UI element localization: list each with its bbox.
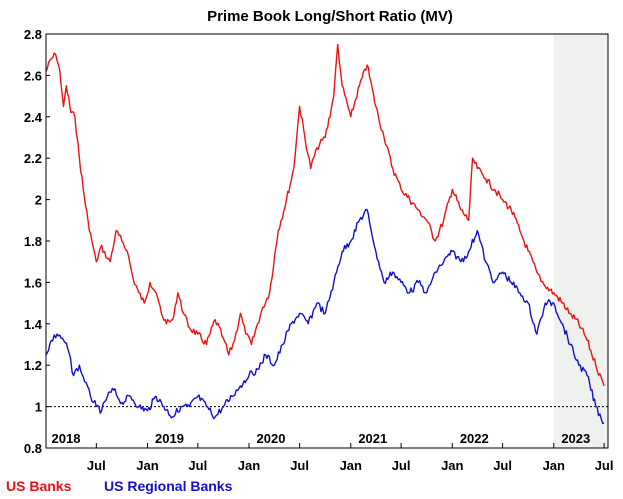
x-tick-label: Jul [595, 458, 614, 473]
chart-title: Prime Book Long/Short Ratio (MV) [207, 8, 453, 25]
y-tick-label: 2.6 [24, 68, 42, 83]
legend-entry-us-banks: US Banks [6, 478, 72, 494]
x-tick-label: Jan [441, 458, 463, 473]
x-tick-label: Jan [238, 458, 260, 473]
y-tick-label: 1.4 [24, 317, 43, 332]
y-tick-label: 1.6 [24, 275, 42, 290]
x-tick-label: Jul [290, 458, 309, 473]
shaded-region [553, 34, 608, 448]
y-tick-label: 2.4 [24, 110, 43, 125]
plot-area [45, 34, 608, 448]
year-label: 2023 [561, 431, 590, 446]
x-tick-label: Jan [543, 458, 565, 473]
y-tick-label: 2.2 [24, 151, 42, 166]
y-tick-label: 1.8 [24, 234, 42, 249]
x-tick-label: Jan [136, 458, 158, 473]
y-tick-label: 0.8 [24, 441, 42, 456]
y-tick-label: 1 [35, 400, 42, 415]
legend-entry-us-regional-banks: US Regional Banks [104, 478, 233, 494]
year-label: 2018 [52, 431, 81, 446]
year-label: 2019 [155, 431, 184, 446]
x-tick-label: Jul [493, 458, 512, 473]
x-tick-label: Jan [340, 458, 362, 473]
series-line-us-banks [45, 43, 605, 387]
year-label: 2021 [358, 431, 387, 446]
legend: US Banks US Regional Banks [6, 478, 233, 494]
axes: 0.8 1 1.2 1.4 1.6 1.8 2 2.2 2.4 2.6 2.8 2018 2019 202… [24, 27, 614, 473]
y-tick-label: 2 [35, 193, 42, 208]
x-tick-label: Jul [188, 458, 207, 473]
series-line-us-regional-banks [45, 208, 605, 424]
x-tick-label: Jul [392, 458, 411, 473]
x-tick-label: Jul [87, 458, 106, 473]
y-tick-label: 1.2 [24, 358, 42, 373]
year-label: 2022 [460, 431, 489, 446]
year-label: 2020 [257, 431, 286, 446]
y-tick-label: 2.8 [24, 27, 42, 42]
